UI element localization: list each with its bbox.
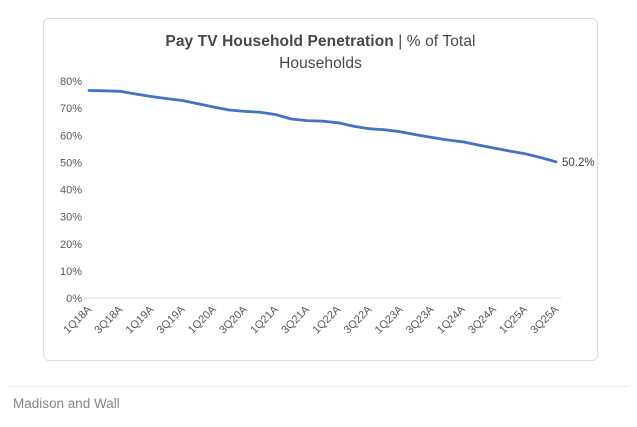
x-axis-tick-label: 1Q22A: [310, 303, 343, 336]
chart-title-subtitle: | % of Total Households: [279, 33, 476, 72]
x-axis-tick-label: 1Q24A: [435, 303, 468, 336]
x-axis-tick-label: 3Q24A: [466, 303, 499, 336]
chart-card: Pay TV Household Penetration | % of Tota…: [43, 18, 598, 361]
x-axis-tick-label: 3Q18A: [93, 303, 126, 336]
y-axis-tick-label: 10%: [60, 266, 82, 278]
x-axis-tick-label: 1Q23A: [373, 303, 406, 336]
y-axis-tick-label: 80%: [60, 76, 82, 88]
y-axis-tick-label: 50%: [60, 157, 82, 169]
footer-divider: [8, 386, 629, 387]
line-chart-area: 0% 10% 20% 30% 40% 50% 60% 70% 80% 1Q18A 3Q18A 1Q19…: [44, 19, 597, 360]
chart-title-main: Pay TV Household Penetration: [165, 33, 394, 50]
x-axis-tick-label: 1Q25A: [497, 303, 530, 336]
x-axis-tick-label: 3Q22A: [342, 303, 375, 336]
x-axis-tick-label: 3Q20A: [217, 303, 250, 336]
x-axis-tick-label: 3Q23A: [404, 303, 437, 336]
y-axis-tick-label: 40%: [60, 185, 82, 197]
x-axis-tick-label: 3Q19A: [155, 303, 188, 336]
y-axis-tick-label: 70%: [60, 103, 82, 115]
y-axis-tick-label: 30%: [60, 212, 82, 224]
y-axis-tick-label: 0%: [66, 293, 82, 305]
last-point-data-label: 50.2%: [562, 157, 595, 169]
x-axis-tick-label: 1Q20A: [186, 303, 219, 336]
x-axis-tick-label: 3Q21A: [279, 303, 312, 336]
y-axis-tick-label: 60%: [60, 130, 82, 142]
chart-title: Pay TV Household Penetration | % of Tota…: [126, 31, 516, 74]
pay-tv-penetration-line-chart: 0% 10% 20% 30% 40% 50% 60% 70% 80% 1Q18A3Q18A1Q19…: [60, 76, 595, 336]
x-axis-tick-label: 1Q21A: [248, 303, 281, 336]
x-axis-tick-label: 1Q18A: [61, 303, 94, 336]
x-axis-tick-label: 1Q19A: [124, 303, 157, 336]
source-attribution: Madison and Wall: [13, 396, 120, 411]
x-axis-tick-label: 3Q25A: [528, 303, 561, 336]
y-axis-tick-label: 20%: [60, 239, 82, 251]
pay-tv-penetration-series-line: [87, 89, 558, 164]
